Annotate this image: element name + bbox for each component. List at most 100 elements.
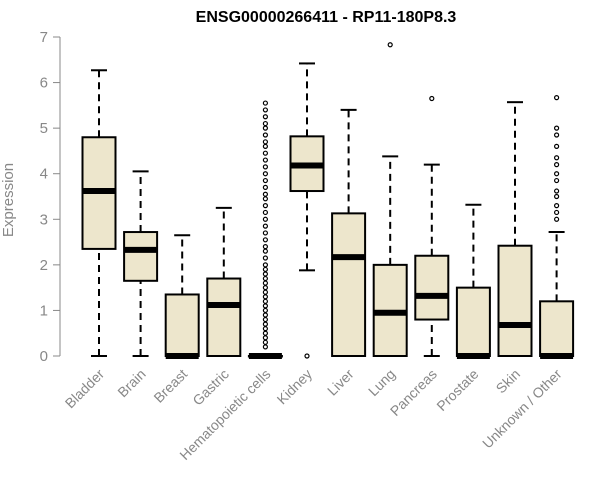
outlier-point — [262, 275, 268, 282]
outlier-point — [262, 244, 268, 250]
outlier-point — [553, 177, 560, 184]
outlier-point — [262, 255, 268, 261]
chart-title: ENSG00000266411 - RP11-180P8.3 — [196, 9, 457, 26]
x-tick-label: Unknown / Other — [479, 366, 565, 452]
box-hematopoietic-cells — [247, 100, 283, 359]
outlier-point — [262, 230, 268, 236]
box-skin — [497, 101, 533, 358]
x-tick-label: Lung — [365, 366, 398, 399]
outlier-point — [553, 95, 560, 101]
outlier-point — [262, 196, 268, 202]
outlier-point — [262, 100, 268, 106]
outlier-point — [262, 203, 268, 209]
outlier-point — [262, 326, 268, 332]
x-tick-label: Brain — [114, 366, 148, 400]
outlier-point — [262, 157, 268, 163]
box-lung — [372, 42, 408, 358]
outlier-point — [262, 120, 268, 127]
box-iqr — [497, 244, 533, 358]
outlier-point — [262, 150, 268, 156]
outlier-point — [262, 223, 268, 229]
outlier-point — [262, 303, 268, 309]
box-iqr — [123, 231, 159, 282]
outlier-point — [262, 184, 268, 190]
outlier-point — [262, 177, 268, 184]
outlier-point — [262, 237, 268, 243]
box-iqr — [331, 212, 367, 357]
outlier-point — [262, 289, 268, 295]
outlier-point — [262, 312, 268, 318]
outlier-point — [262, 209, 268, 216]
y-axis-label: Expression — [0, 163, 17, 237]
outlier-point — [262, 171, 268, 177]
x-tick-label: Skin — [493, 366, 524, 397]
box-iqr — [539, 300, 575, 358]
x-tick-label: Prostate — [433, 366, 481, 414]
outlier-point — [262, 344, 268, 350]
outlier-point — [262, 266, 268, 273]
box-liver — [331, 108, 367, 357]
outlier-point — [262, 216, 268, 222]
outlier-point — [553, 162, 560, 168]
box-brain — [123, 170, 159, 357]
y-tick-label: 7 — [40, 29, 48, 46]
outlier-point — [262, 132, 268, 138]
box-breast — [164, 234, 200, 359]
outlier-point — [553, 132, 560, 138]
box-iqr — [164, 293, 200, 358]
y-tick-label: 2 — [40, 257, 48, 274]
outlier-point — [304, 353, 310, 359]
outlier-point — [553, 155, 560, 161]
outlier-point — [553, 143, 560, 149]
outlier-point — [262, 298, 268, 304]
outlier-point — [262, 339, 268, 345]
y-tick-label: 4 — [40, 166, 48, 183]
outlier-point — [553, 125, 560, 131]
outlier-point — [262, 271, 268, 277]
y-tick-label: 6 — [40, 75, 48, 92]
box-iqr — [414, 254, 450, 321]
outlier-point — [262, 143, 268, 149]
outlier-point — [262, 191, 268, 197]
outlier-point — [262, 285, 268, 291]
y-tick-label: 3 — [40, 211, 48, 228]
y-tick-label: 0 — [40, 348, 48, 365]
outlier-point — [262, 114, 268, 120]
outlier-point — [429, 95, 435, 102]
y-axis: 0 1 2 3 4 5 6 7 — [40, 29, 61, 365]
outlier-point — [262, 262, 268, 268]
outlier-point — [262, 125, 268, 131]
box-iqr — [206, 277, 242, 357]
x-tick-label: Kidney — [274, 366, 316, 408]
outlier-point — [553, 193, 560, 200]
outlier-point — [262, 107, 268, 113]
outlier-point — [553, 209, 560, 216]
box-prostate — [455, 203, 491, 359]
outlier-point — [262, 294, 268, 300]
outlier-point — [262, 307, 268, 314]
outlier-point — [387, 42, 393, 48]
outlier-point — [262, 280, 268, 286]
outlier-point — [553, 171, 560, 177]
outlier-point — [553, 203, 560, 209]
box-bladder — [81, 69, 117, 357]
x-tick-label: Bladder — [62, 366, 108, 412]
x-tick-label: Breast — [150, 366, 190, 406]
outlier-point — [262, 330, 268, 336]
outlier-point — [553, 216, 560, 222]
outlier-point — [553, 188, 560, 194]
box-kidney — [289, 62, 325, 359]
y-tick-label: 5 — [40, 120, 48, 137]
outlier-point — [262, 316, 268, 323]
y-tick-label: 1 — [40, 302, 48, 319]
box-iqr — [455, 286, 491, 357]
box-unknown-other — [539, 95, 575, 359]
box-gastric — [206, 206, 242, 357]
outlier-point — [262, 321, 268, 327]
x-tick-label: Liver — [324, 366, 357, 399]
boxes — [81, 42, 575, 359]
outlier-point — [262, 335, 268, 341]
box-pancreas — [414, 95, 450, 357]
